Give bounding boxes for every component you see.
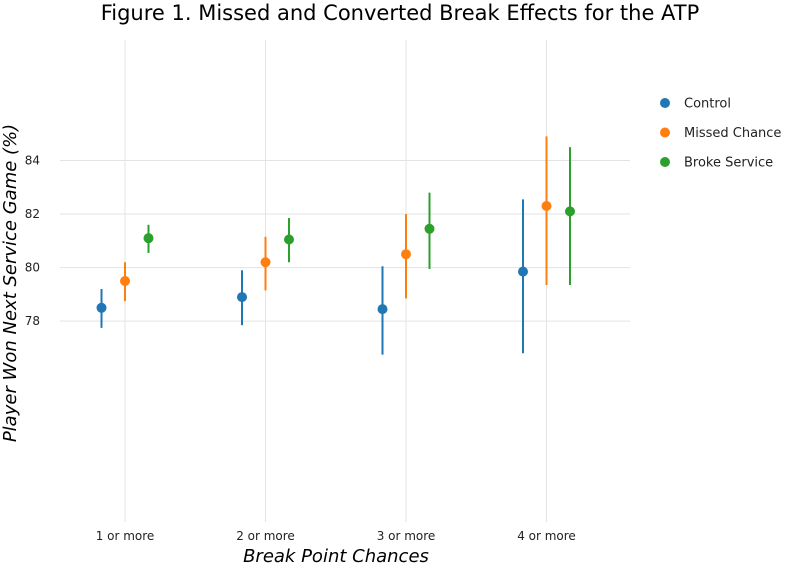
grid [60,40,630,522]
data-point [96,302,107,313]
data-point [401,249,411,260]
y-axis-ticks: 78 80 82 84 [25,154,40,329]
data-point [518,266,528,277]
x-tick-label: 4 or more [517,529,576,543]
legend-label: Control [684,97,731,112]
data-point [260,257,271,268]
legend-marker [660,98,670,108]
x-axis-label: Break Point Chances [243,546,429,565]
x-tick-label: 2 or more [236,529,295,543]
data-point [284,234,294,245]
data-point [120,276,130,286]
y-tick-label: 78 [25,314,40,328]
data-point [565,206,575,217]
x-axis-ticks: 1 or more 2 or more 3 or more 4 or more [96,529,576,543]
x-tick-label: 1 or more [96,529,155,543]
series-broke-service [143,147,575,286]
data-point [541,201,552,212]
chart-title: Figure 1. Missed and Converted Break Eff… [101,1,700,25]
y-axis-label: Player Won Next Service Game (%) [0,124,21,442]
legend-marker [660,157,670,167]
y-tick-label: 82 [25,207,40,221]
data-point [237,292,247,303]
x-tick-label: 3 or more [377,529,436,543]
data-point [143,233,154,244]
legend-label: Missed Chance [684,126,781,141]
legend: Control Missed Chance Broke Service [660,97,781,171]
series-missed-chance [120,136,552,302]
plot-marks [96,136,575,355]
series-control [96,199,528,355]
legend-label: Broke Service [684,156,773,171]
data-point [377,304,388,315]
y-tick-label: 84 [25,154,40,168]
data-point [424,223,435,234]
y-tick-label: 80 [25,261,40,275]
legend-marker [660,127,670,138]
